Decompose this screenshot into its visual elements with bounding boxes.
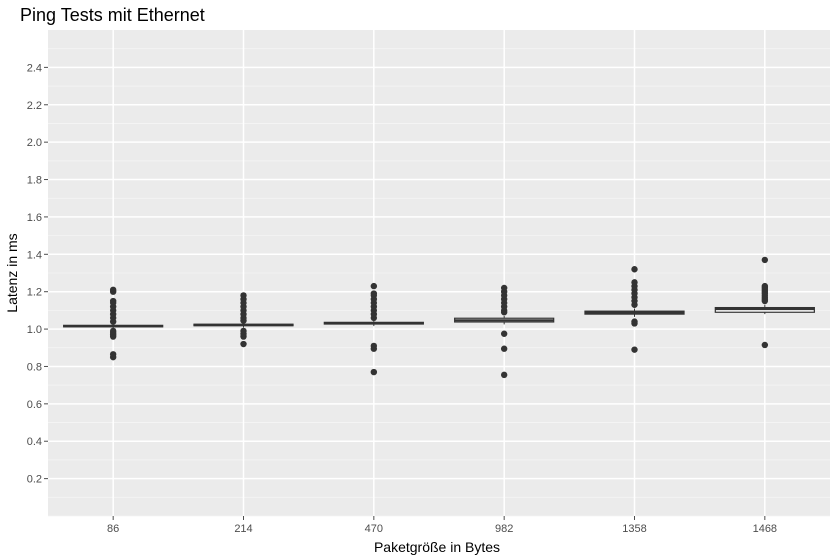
x-axis: 86 214 470 982 1358 1468: [107, 516, 777, 535]
y-tick-label: 1.6: [27, 212, 42, 224]
outlier-point: [370, 342, 378, 350]
x-axis-title: Paketgröße in Bytes: [374, 539, 500, 555]
y-axis: 0.2 0.4 0.6 0.8 1.0 1.2 1.4 1.6 1.8 2.0 2.2 2.4: [27, 62, 48, 486]
y-tick-label: 0.4: [27, 436, 42, 448]
x-tick-label: 1468: [753, 523, 777, 535]
y-tick-label: 2.4: [27, 62, 42, 74]
box-86: [63, 286, 164, 361]
boxes: [63, 256, 815, 379]
box-1468: [714, 256, 815, 349]
box-470: [323, 282, 424, 376]
y-tick-label: 2.0: [27, 137, 42, 149]
outlier-point: [240, 327, 247, 335]
outlier-point: [631, 346, 638, 353]
outlier-point: [500, 330, 508, 337]
y-tick-label: 0.8: [27, 361, 42, 373]
outlier-point: [370, 290, 378, 297]
outlier-point: [500, 345, 508, 352]
outlier-point: [109, 351, 117, 358]
outlier-point: [109, 297, 117, 305]
x-tick-label: 86: [107, 523, 119, 535]
y-tick-label: 1.2: [27, 287, 42, 299]
box-214: [193, 292, 294, 348]
outlier-point: [240, 292, 247, 299]
outlier-point: [761, 256, 769, 264]
gridlines: [48, 30, 830, 517]
outlier-point: [631, 279, 638, 286]
outlier-point: [500, 284, 508, 292]
y-tick-label: 2.2: [27, 100, 42, 112]
outlier-point: [240, 340, 247, 348]
x-tick-label: 982: [495, 523, 513, 535]
outlier-point: [109, 327, 117, 335]
y-tick-label: 1.8: [27, 175, 42, 187]
box-982: [454, 284, 555, 379]
outlier-point: [631, 266, 638, 273]
outlier-point: [109, 286, 117, 294]
outlier-point: [370, 368, 378, 376]
outlier-point: [761, 341, 769, 349]
chart-title: Ping Tests mit Ethernet: [20, 5, 205, 25]
x-tick-label: 214: [234, 523, 252, 535]
y-tick-label: 1.0: [27, 324, 42, 336]
y-tick-label: 0.2: [27, 474, 42, 486]
y-tick-label: 0.6: [27, 399, 42, 411]
outlier-point: [370, 282, 378, 290]
x-tick-label: 470: [365, 523, 383, 535]
outlier-point: [631, 318, 638, 325]
outlier-point: [761, 282, 769, 290]
y-axis-title: Latenz in ms: [4, 233, 20, 312]
outlier-point: [500, 371, 508, 379]
box-1358: [584, 266, 685, 353]
x-tick-label: 1358: [622, 523, 646, 535]
y-tick-label: 1.4: [27, 249, 42, 261]
